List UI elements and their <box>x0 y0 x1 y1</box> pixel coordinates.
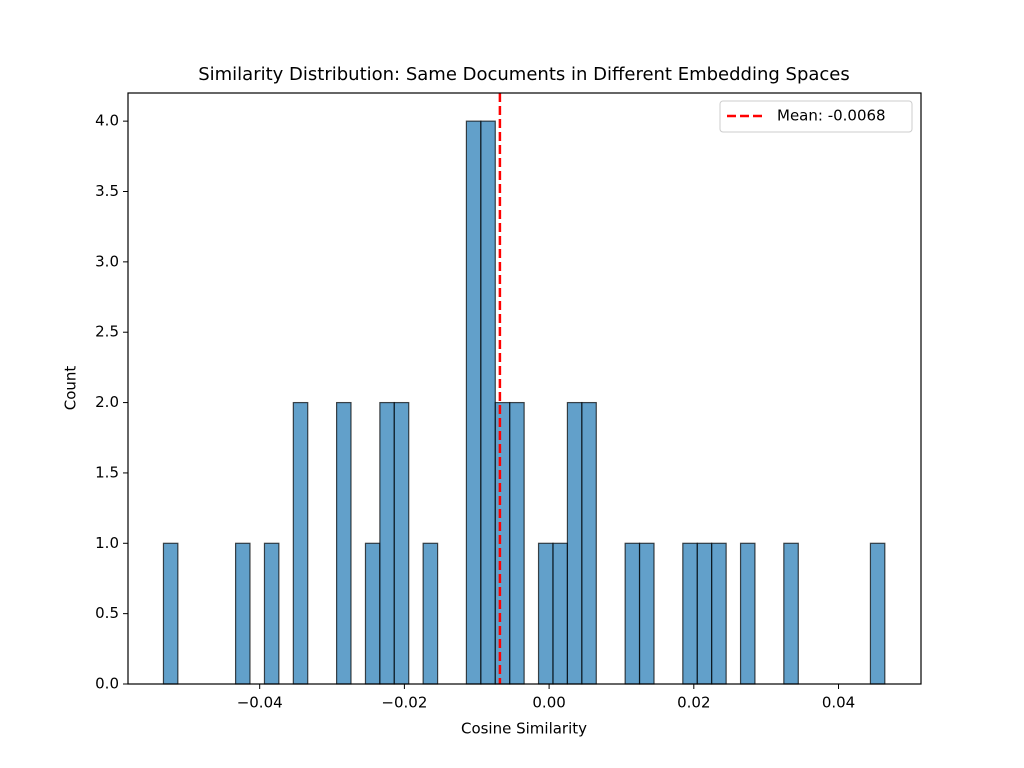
bar <box>682 542 698 685</box>
x-tick-label: 0.00 <box>532 694 565 712</box>
bar <box>537 542 554 685</box>
y-tick-label: 2.5 <box>95 323 119 341</box>
x-tick-label: 0.02 <box>677 694 710 712</box>
y-tick-label: 2.0 <box>95 393 119 411</box>
plot-frame <box>127 92 922 685</box>
bar <box>509 401 525 685</box>
y-tick-label: 3.0 <box>95 252 119 270</box>
x-axis-label: Cosine Similarity <box>461 720 587 738</box>
x-tick-label: −0.04 <box>237 694 283 712</box>
y-tick-label: 1.5 <box>95 463 119 481</box>
bar <box>465 120 482 685</box>
bar <box>783 542 799 685</box>
bar <box>552 542 569 685</box>
x-tick-label: −0.02 <box>381 694 427 712</box>
bar <box>379 401 395 685</box>
bar <box>581 401 597 685</box>
x-tick-label: 0.04 <box>822 694 855 712</box>
bar <box>869 542 886 685</box>
bar <box>624 542 641 685</box>
legend-box <box>719 100 913 133</box>
bar <box>739 542 756 685</box>
bar <box>696 542 713 685</box>
bar <box>422 542 439 685</box>
chart-title: Similarity Distribution: Same Documents … <box>198 64 850 85</box>
bar <box>480 120 496 685</box>
bar <box>711 542 727 685</box>
bar <box>393 401 410 685</box>
bar <box>566 401 583 685</box>
y-tick-label: 4.0 <box>95 112 119 130</box>
bar <box>162 542 179 685</box>
y-tick-label: 0.0 <box>95 675 119 693</box>
bar <box>335 401 352 685</box>
y-tick-label: 3.5 <box>95 182 119 200</box>
legend-label: Mean: -0.0068 <box>777 107 886 125</box>
bar <box>292 401 309 685</box>
bar <box>364 542 381 685</box>
y-axis-label: Count <box>62 366 80 411</box>
bar <box>494 401 511 685</box>
bar <box>263 542 280 685</box>
bar <box>638 542 655 685</box>
y-tick-label: 0.5 <box>95 604 119 622</box>
y-tick-label: 1.0 <box>95 534 119 552</box>
bar <box>234 542 251 685</box>
